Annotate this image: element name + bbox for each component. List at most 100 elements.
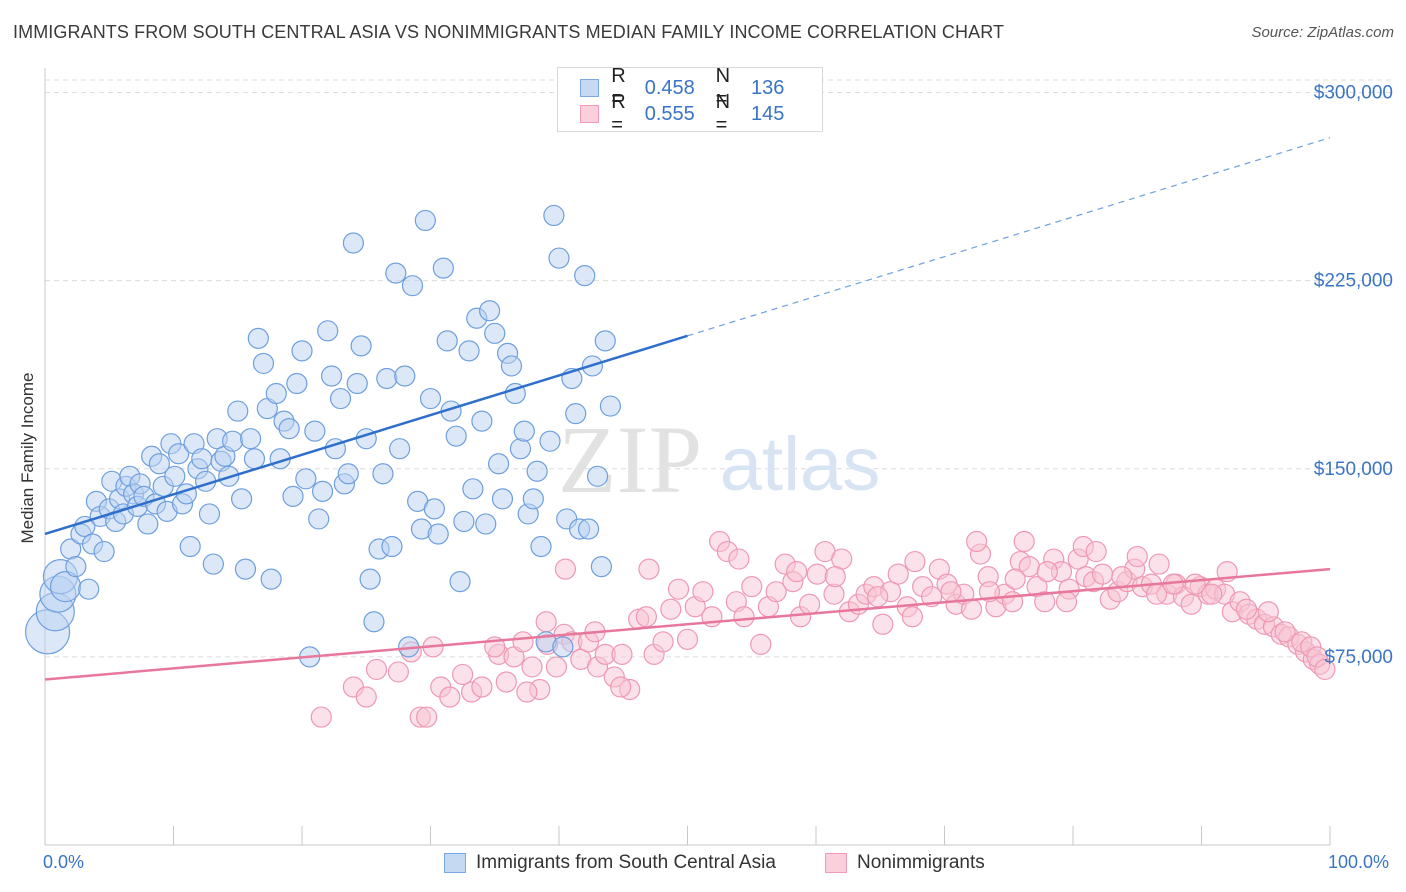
- immigrants-point: [475, 513, 497, 535]
- n-label: N =: [715, 91, 731, 136]
- nonimmigrants-point: [611, 643, 633, 665]
- legend-swatch-blue: [444, 853, 466, 873]
- immigrants-point: [342, 232, 364, 254]
- immigrants-point: [243, 448, 266, 470]
- y-tick-labels: $75,000 $150,000 $225,000 $300,000: [1314, 83, 1393, 668]
- immigrants-point: [168, 443, 190, 465]
- legend-swatch-pink: [825, 853, 847, 873]
- nonimmigrants-point: [1036, 561, 1058, 583]
- nonimmigrants-point: [733, 606, 755, 628]
- y-tick-label: $150,000: [1314, 459, 1393, 480]
- immigrants-trend-line: [44, 334, 688, 536]
- n-label: N =: [715, 65, 731, 110]
- immigrants-point: [198, 503, 221, 525]
- series-legend: Immigrants from South Central Asia Nonim…: [0, 852, 1406, 878]
- nonimmigrants-point: [960, 598, 983, 620]
- immigrants-point: [522, 488, 544, 510]
- nonimmigrants-point: [439, 686, 461, 708]
- nonimmigrants-point: [887, 563, 909, 585]
- immigrants-point: [423, 498, 445, 520]
- nonimmigrants-point: [1148, 553, 1170, 575]
- nonimmigrants-point: [676, 628, 699, 650]
- immigrants-point: [286, 372, 308, 395]
- source-label: Source: ZipAtlas.com: [1251, 24, 1394, 41]
- immigrants-point: [304, 420, 326, 442]
- immigrants-point: [594, 330, 616, 352]
- immigrants-point: [381, 535, 403, 558]
- immigrants-point: [350, 335, 372, 357]
- immigrants-point: [191, 448, 213, 470]
- nonimmigrants-point: [1004, 568, 1026, 590]
- nonimmigrants-point: [1180, 593, 1202, 615]
- nonimmigrants-point: [798, 593, 821, 615]
- immigrants-point: [453, 510, 475, 533]
- watermark-atlas: atlas: [720, 422, 881, 507]
- immigrants-point: [491, 488, 514, 510]
- immigrants-point: [526, 460, 548, 482]
- r-value: 0.555: [644, 102, 695, 125]
- immigrants-point: [471, 410, 493, 432]
- immigrants-point: [488, 453, 510, 475]
- immigrants-point: [599, 395, 622, 417]
- immigrants-points: [24, 204, 622, 668]
- immigrants-point: [552, 636, 574, 658]
- nonimmigrants-point: [516, 681, 538, 703]
- nonimmigrants-point: [416, 706, 438, 728]
- nonimmigrants-point: [750, 633, 772, 655]
- immigrants-point: [247, 327, 269, 349]
- nonimmigrants-point: [867, 586, 889, 608]
- immigrants-point: [484, 322, 506, 344]
- nonimmigrants-point: [310, 706, 332, 728]
- immigrants-point: [432, 257, 454, 279]
- immigrants-point: [436, 330, 458, 352]
- nonimmigrants-point: [1314, 658, 1336, 681]
- immigrants-point: [548, 247, 570, 269]
- immigrants-point: [530, 535, 552, 558]
- x-tick-max: 100.0%: [1328, 852, 1390, 872]
- nonimmigrants-point: [786, 561, 808, 583]
- nonimmigrants-point: [904, 550, 926, 573]
- nonimmigrants-point: [638, 558, 660, 580]
- legend-item-nonimmigrants: Nonimmigrants: [825, 852, 985, 874]
- n-value: 145: [751, 102, 785, 125]
- immigrants-point: [445, 425, 467, 447]
- immigrants-point: [308, 508, 330, 530]
- nonimmigrants-point: [545, 656, 568, 678]
- nonimmigrants-point: [652, 631, 674, 653]
- nonimmigrants-trend-line: [44, 567, 1331, 681]
- immigrants-point: [359, 568, 381, 590]
- immigrants-point: [513, 420, 535, 442]
- nonimmigrants-point: [1235, 598, 1258, 620]
- nonimmigrants-point: [1091, 563, 1114, 585]
- immigrants-point: [295, 468, 317, 490]
- immigrants-point: [78, 578, 100, 600]
- immigrants-point: [346, 372, 368, 395]
- r-label: R =: [611, 91, 626, 136]
- r-label: R =: [611, 65, 626, 110]
- immigrants-point: [337, 463, 359, 485]
- x-tick-min: 0.0%: [43, 852, 85, 872]
- nonimmigrants-point: [823, 583, 845, 605]
- nonimmigrants-point: [452, 663, 474, 686]
- immigrants-point: [509, 438, 532, 460]
- immigrants-point: [240, 428, 262, 450]
- immigrants-point: [389, 438, 411, 460]
- immigrants-point: [574, 265, 596, 287]
- immigrants-point: [252, 352, 275, 375]
- immigrants-point: [311, 480, 334, 502]
- nonimmigrants-point: [692, 581, 714, 603]
- legend-label-nonimmigrants: Nonimmigrants: [857, 852, 985, 873]
- nonimmigrants-point: [554, 558, 577, 580]
- nonimmigrants-point: [1257, 601, 1279, 623]
- nonimmigrants-points: [310, 530, 1336, 728]
- trend-lines: [44, 137, 1331, 681]
- immigrants-point: [317, 320, 339, 342]
- immigrants-point: [586, 465, 609, 487]
- immigrants-point: [202, 553, 224, 575]
- immigrants-point: [179, 535, 201, 558]
- immigrants-point: [222, 430, 244, 452]
- immigrants-point: [363, 611, 385, 633]
- nonimmigrants-point: [610, 676, 632, 698]
- legend-row-nonimmigrants: R = 0.555 N = 145: [580, 91, 822, 136]
